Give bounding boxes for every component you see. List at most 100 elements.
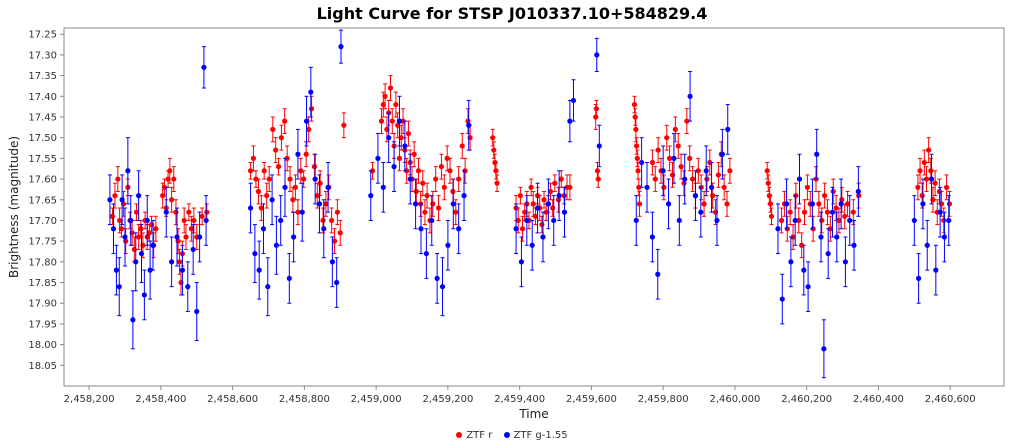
data-point [337,230,343,236]
data-point [122,234,128,240]
data-point [453,209,459,215]
data-point [299,209,305,215]
y-tick-label: 18.05 [28,361,57,372]
data-point [821,346,827,352]
data-point [524,217,530,224]
data-point [796,176,803,182]
data-point [115,176,121,182]
data-point [130,317,136,323]
legend-label-ztf-r: ZTF r [466,430,493,441]
data-point [265,284,271,290]
data-point [551,217,557,224]
data-point [941,217,947,224]
x-tick-label: 2,460,000 [709,394,760,405]
data-point [391,164,397,170]
data-point [836,217,842,224]
x-axis-label: Time [518,407,548,421]
data-point [303,151,309,157]
data-point [203,217,209,224]
data-point [147,267,153,273]
data-point [270,126,276,132]
data-point [715,172,722,178]
data-point [402,143,408,149]
data-point [204,209,210,215]
data-point [547,188,554,195]
data-point [411,151,417,157]
legend-item-ztf-g: ZTF g-1.55 [503,430,568,441]
data-point [291,234,297,240]
data-point [494,180,500,186]
data-point [671,155,677,161]
data-point [119,197,125,203]
data-point [721,184,727,190]
data-point [269,197,275,203]
data-point [779,296,785,302]
y-tick-label: 17.40 [28,92,57,103]
y-tick-label: 17.25 [28,30,57,41]
data-point [150,242,156,248]
data-point [787,209,793,215]
data-point [136,234,142,240]
data-point [433,176,439,182]
data-point [413,201,419,207]
data-point [450,201,456,207]
x-tick-label: 2,458,600 [207,394,258,405]
data-point [540,234,546,240]
data-point [920,201,926,207]
data-point [247,205,254,211]
x-tick-label: 2,459,400 [494,394,545,405]
data-point [378,118,385,124]
data-point [167,168,173,174]
data-point [567,118,573,124]
chart-title: Light Curve for STSP J010337.10+584829.4 [316,4,708,23]
y-tick-label: 17.75 [28,237,57,248]
data-point [805,284,811,290]
data-point [311,164,318,170]
data-point [799,242,805,248]
data-point [435,205,442,211]
data-point [133,259,139,265]
data-point [596,143,602,149]
data-point [298,168,304,174]
data-point [396,155,403,161]
data-point [830,188,836,195]
data-point [919,193,925,199]
data-point [822,193,828,199]
data-point [405,130,412,137]
data-point [824,209,831,215]
data-point [515,217,521,224]
data-point [558,176,564,182]
data-point [185,284,191,290]
data-point [176,259,183,265]
data-point [839,197,845,203]
legend: ZTF r ZTF g-1.55 [0,430,1024,441]
data-point [420,180,426,186]
data-point [258,205,264,211]
data-point [639,159,645,166]
data-point [529,242,535,248]
data-point [518,259,525,265]
data-point [689,176,696,182]
data-point [423,250,429,257]
y-tick-label: 17.90 [28,299,57,310]
y-tick-label: 17.45 [28,112,57,123]
data-point [247,168,254,174]
data-point [260,226,267,232]
data-point [491,147,497,153]
data-point [331,238,338,244]
data-point [768,213,775,219]
data-point [303,118,310,124]
data-point [634,143,640,149]
data-point [286,275,292,281]
data-point [555,197,561,203]
data-point [252,250,258,257]
data-point [855,188,861,195]
data-point [681,180,687,186]
data-point [704,176,710,182]
data-point [593,106,600,112]
data-point [833,205,839,211]
data-point [422,209,428,215]
data-point [708,184,715,190]
data-point [818,234,824,240]
data-point [341,122,347,128]
